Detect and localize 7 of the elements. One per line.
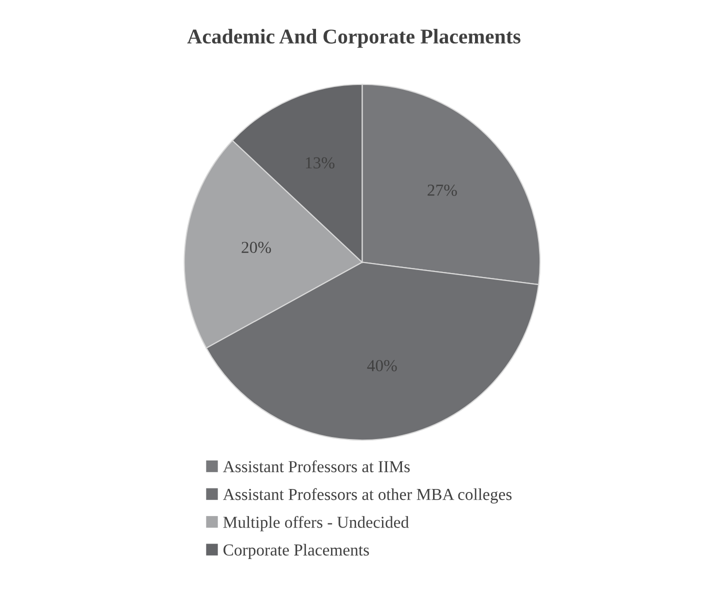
legend-label: Assistant Professors at IIMs <box>222 460 410 472</box>
legend-label: Corporate Placements <box>224 544 369 559</box>
data-label: 20% <box>242 242 271 254</box>
legend-label: Assistant Professors at other MBA colleges <box>222 488 512 504</box>
chart-title: Academic And Corporate Placements <box>187 28 520 48</box>
data-label: 27% <box>428 184 457 196</box>
legend-label: Multiple offers - Undecided <box>223 516 409 532</box>
